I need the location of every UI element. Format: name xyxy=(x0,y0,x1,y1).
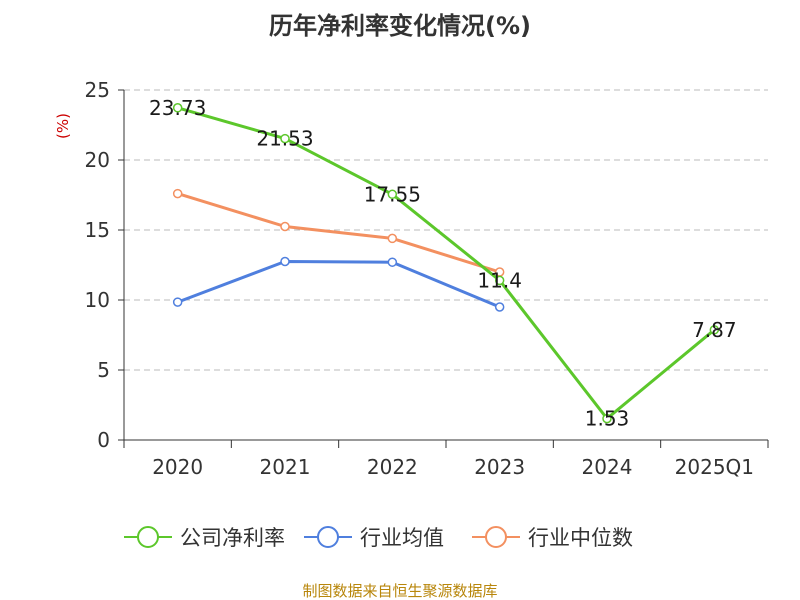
gridlines xyxy=(124,89,768,371)
series-line-2 xyxy=(176,192,502,274)
series-1-point-2021 xyxy=(280,256,290,267)
data-label-2025Q1: 7.87 xyxy=(692,318,737,342)
series-2-point-2020 xyxy=(172,188,183,199)
data-label-2021: 21.53 xyxy=(256,127,313,151)
series-1-point-2022 xyxy=(387,257,398,267)
series-1-point-2020 xyxy=(172,297,183,307)
data-label-2023: 11.4 xyxy=(477,268,522,292)
legend-item-1: 行业均值 xyxy=(304,526,444,550)
y-tick-label-5: 5 xyxy=(97,358,110,382)
series-2-point-2021 xyxy=(280,221,290,232)
y-tick-label-15: 15 xyxy=(85,218,110,242)
series-0-point-2024 xyxy=(602,413,612,424)
x-tick-label-2021: 2021 xyxy=(260,455,311,479)
x-tick-label-2020: 2020 xyxy=(152,455,203,479)
legend-swatch-marker xyxy=(317,526,339,548)
legend-swatch-marker xyxy=(485,526,507,548)
series-0-point-2021 xyxy=(280,133,290,144)
data-label-2024: 1.53 xyxy=(585,407,630,431)
x-tick-label-2023: 2023 xyxy=(474,455,525,479)
legend: 公司净利率 行业均值 行业中位数 xyxy=(124,526,633,550)
legend-label: 行业均值 xyxy=(360,526,444,550)
series-line-1 xyxy=(176,260,502,309)
axes: 0 5 10 15 20 25 2020 2021 2022 2023 2024 2025Q1 xyxy=(85,78,769,479)
y-tick-label-0: 0 xyxy=(97,428,110,452)
series-0-point-2022 xyxy=(387,189,398,200)
series-2-point-2022 xyxy=(387,233,398,244)
series-0-point-2020 xyxy=(172,103,183,113)
data-labels: 23.73 21.53 17.55 11.4 1.53 7.87 xyxy=(149,96,737,431)
legend-swatch-marker xyxy=(137,526,159,548)
y-tick-label-10: 10 xyxy=(85,288,110,312)
chart-title: 历年净利率变化情况(%) xyxy=(269,12,531,40)
legend-label: 公司净利率 xyxy=(180,526,285,550)
y-tick-label-25: 25 xyxy=(85,78,110,102)
legend-item-2: 行业中位数 xyxy=(472,526,633,550)
data-label-2020: 23.73 xyxy=(149,96,206,120)
data-label-2022: 17.55 xyxy=(364,182,421,206)
legend-item-0: 公司净利率 xyxy=(124,526,285,550)
series-line-0 xyxy=(176,106,716,421)
x-tick-label-2022: 2022 xyxy=(367,455,418,479)
data-source-note: 制图数据来自恒生聚源数据库 xyxy=(302,582,497,600)
y-axis-unit-label: (%) xyxy=(54,113,72,139)
x-tick-label-2024: 2024 xyxy=(582,455,633,479)
legend-label: 行业中位数 xyxy=(528,526,633,550)
y-tick-label-20: 20 xyxy=(85,148,110,172)
series-1-point-2023 xyxy=(494,302,505,312)
series-0-point-2025Q1 xyxy=(709,325,720,335)
series-layer xyxy=(172,103,720,424)
x-tick-label-2025Q1: 2025Q1 xyxy=(675,455,754,479)
series-0-point-2023 xyxy=(494,275,505,286)
